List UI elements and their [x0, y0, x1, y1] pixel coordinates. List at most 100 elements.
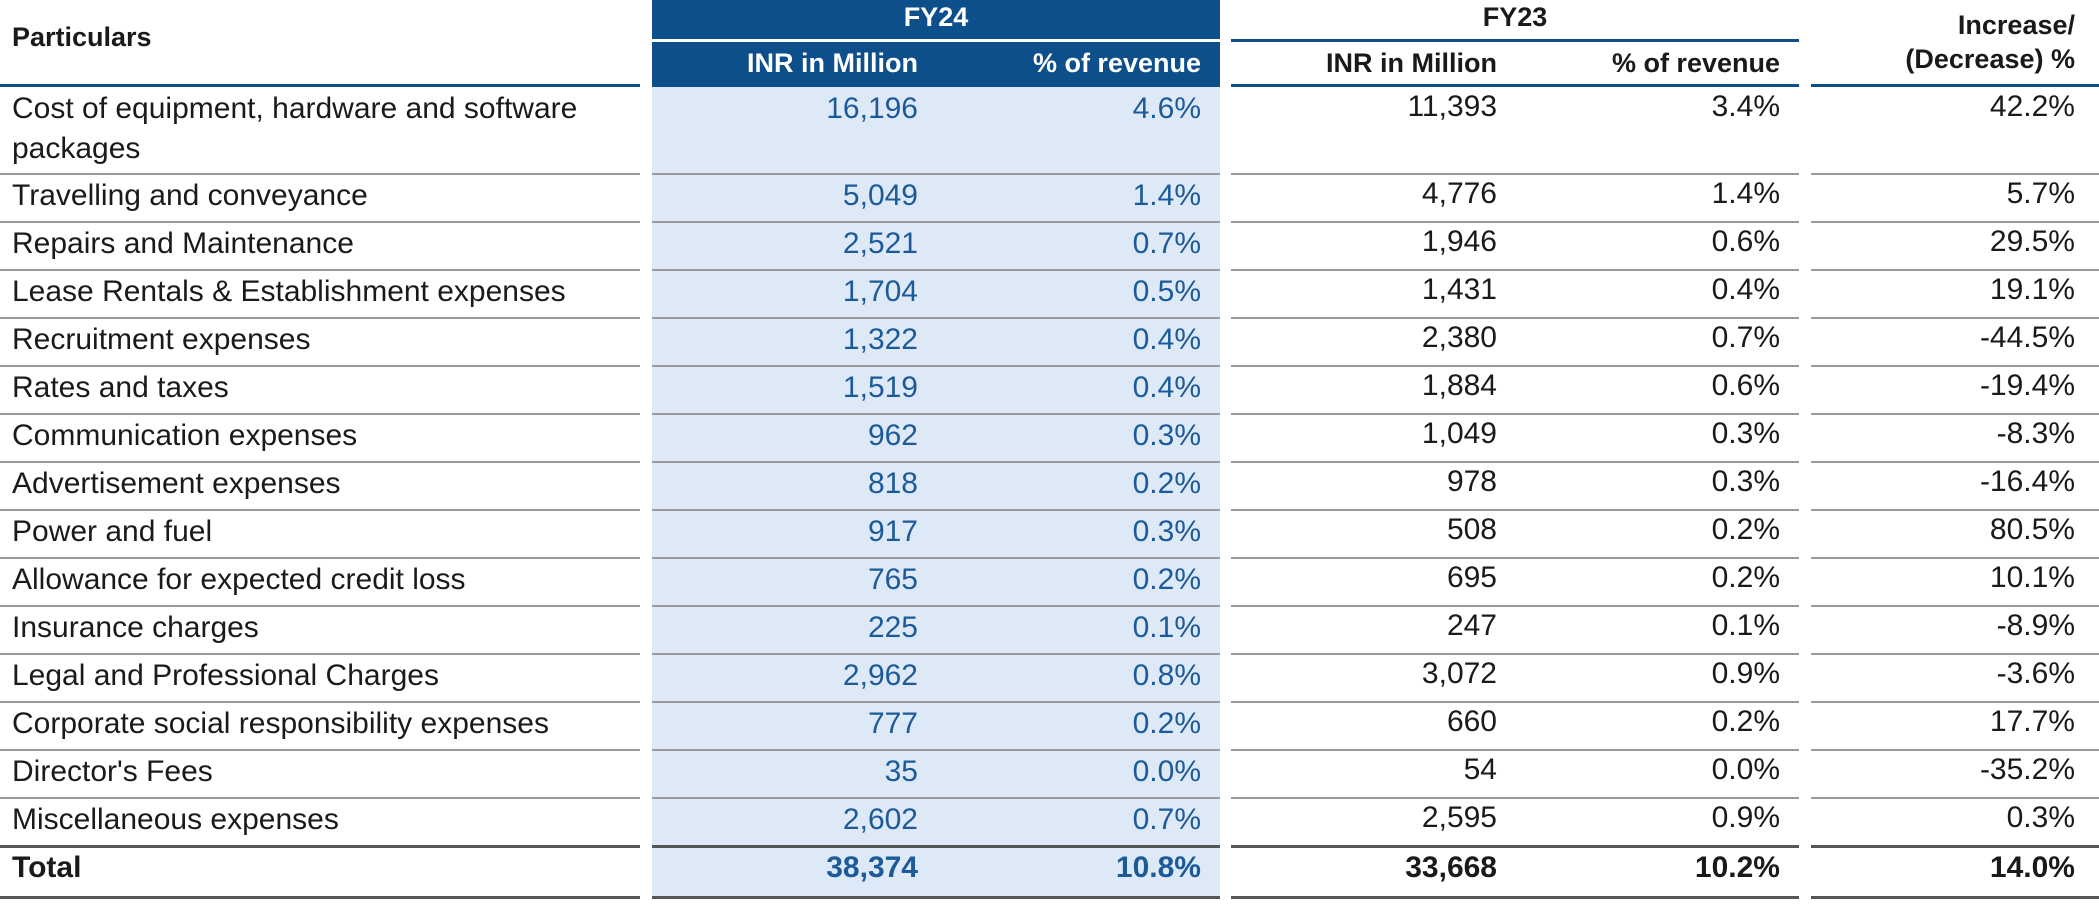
- fy23-inr-value: 54: [1463, 753, 1497, 786]
- row-label: Rates and taxes: [12, 371, 229, 404]
- total-fy23-inr: 33,668: [1405, 851, 1497, 884]
- fy24-pct-value: 0.8%: [1132, 659, 1201, 692]
- row-separator: [652, 317, 1220, 319]
- particulars-header-underline: [0, 84, 640, 87]
- row-label: Miscellaneous expenses: [12, 803, 339, 836]
- row-label: Insurance charges: [12, 611, 259, 644]
- row-separator: [1231, 221, 1799, 223]
- row-separator: [1231, 461, 1799, 463]
- fy23-pct-value: 1.4%: [1711, 177, 1780, 210]
- change-value: -8.3%: [1996, 417, 2075, 450]
- row-separator: [0, 317, 640, 319]
- row-separator: [652, 749, 1220, 751]
- row-separator: [652, 269, 1220, 271]
- total-top-rule: [652, 845, 1220, 848]
- row-separator: [1231, 365, 1799, 367]
- row-separator: [1811, 605, 2099, 607]
- row-separator: [0, 461, 640, 463]
- total-bottom-rule: [1231, 896, 1799, 899]
- change-value: 80.5%: [1989, 513, 2075, 546]
- fy23-inr-value: 2,380: [1421, 321, 1497, 354]
- row-label: Director's Fees: [12, 755, 213, 788]
- change-value: 0.3%: [2006, 801, 2075, 834]
- change-value: 19.1%: [1989, 273, 2075, 306]
- row-separator: [0, 653, 640, 655]
- row-separator: [1811, 557, 2099, 559]
- fy24-inr-value: 917: [867, 515, 918, 548]
- row-separator: [652, 173, 1220, 175]
- fy24-header-band: [652, 0, 1220, 87]
- row-label: Power and fuel: [12, 515, 213, 548]
- row-separator: [652, 557, 1220, 559]
- total-bottom-rule: [652, 896, 1220, 899]
- row-label: Repairs and Maintenance: [12, 227, 354, 260]
- fy23-inr-value: 695: [1446, 561, 1497, 594]
- row-separator: [0, 797, 640, 799]
- row-separator: [652, 461, 1220, 463]
- fy23-inr-value: 4,776: [1421, 177, 1497, 210]
- fy23-inr-value: 247: [1446, 609, 1497, 642]
- row-separator: [1231, 701, 1799, 703]
- row-separator: [1811, 749, 2099, 751]
- total-label: Total: [12, 851, 82, 884]
- fy24-inr-value: 1,519: [842, 371, 918, 404]
- row-separator: [1231, 605, 1799, 607]
- fy24-pct-value: 0.2%: [1132, 563, 1201, 596]
- fy23-inr-value: 978: [1446, 465, 1497, 498]
- fy23-pct-value: 0.2%: [1711, 705, 1780, 738]
- fy24-inr-value: 35: [884, 755, 918, 788]
- row-separator: [652, 701, 1220, 703]
- row-separator: [652, 365, 1220, 367]
- fy23-inr-value: 508: [1446, 513, 1497, 546]
- row-separator: [1811, 797, 2099, 799]
- row-separator: [0, 269, 640, 271]
- fy23-pct-value: 3.4%: [1711, 90, 1780, 123]
- row-separator: [1231, 317, 1799, 319]
- row-separator: [0, 173, 640, 175]
- row-separator: [0, 701, 640, 703]
- row-separator: [1231, 173, 1799, 175]
- row-label: Corporate social responsibility expenses: [12, 707, 549, 740]
- fy24-pct-value: 0.2%: [1132, 707, 1201, 740]
- fy23-inr-value: 1,946: [1421, 225, 1497, 258]
- header-fy24: FY24: [903, 2, 969, 32]
- fy24-inr-value: 818: [867, 467, 918, 500]
- header-change-line1: Increase/: [1957, 10, 2075, 40]
- fy23-pct-value: 0.2%: [1711, 561, 1780, 594]
- row-label: Allowance for expected credit loss: [12, 563, 466, 596]
- row-separator: [652, 797, 1220, 799]
- row-label: Advertisement expenses: [12, 467, 341, 500]
- row-separator: [0, 749, 640, 751]
- total-top-rule: [1231, 845, 1799, 848]
- header-fy23-inr: INR in Million: [1326, 48, 1497, 78]
- total-fy23-pct: 10.2%: [1694, 851, 1780, 884]
- change-value: -44.5%: [1979, 321, 2075, 354]
- fy24-pct-value: 0.3%: [1132, 419, 1201, 452]
- fy24-pct-value: 1.4%: [1132, 179, 1201, 212]
- fy24-inr-value: 5,049: [842, 179, 918, 212]
- row-separator: [1811, 461, 2099, 463]
- fy24-inr-value: 2,521: [842, 227, 918, 260]
- row-separator: [0, 413, 640, 415]
- row-label: Travelling and conveyance: [12, 179, 368, 212]
- total-fy24-pct: 10.8%: [1115, 851, 1201, 884]
- total-fy24-inr: 38,374: [826, 851, 918, 884]
- header-fy24-pct: % of revenue: [1032, 48, 1201, 78]
- change-value: -8.9%: [1996, 609, 2075, 642]
- fy23-header-underline: [1231, 84, 1799, 87]
- row-separator: [1231, 557, 1799, 559]
- header-change-line2: (Decrease) %: [1905, 44, 2075, 74]
- fy24-inr-value: 225: [867, 611, 918, 644]
- row-label-cont: packages: [12, 132, 141, 165]
- fy23-inr-value: 660: [1446, 705, 1497, 738]
- header-fy24-inr: INR in Million: [747, 48, 918, 78]
- header-fy23: FY23: [1482, 2, 1548, 32]
- fy23-pct-value: 0.0%: [1711, 753, 1780, 786]
- fy24-inr-value: 1,322: [842, 323, 918, 356]
- row-separator: [652, 413, 1220, 415]
- row-separator: [1811, 269, 2099, 271]
- fy23-pct-value: 0.6%: [1711, 225, 1780, 258]
- fy24-pct-value: 0.2%: [1132, 467, 1201, 500]
- row-separator: [1811, 173, 2099, 175]
